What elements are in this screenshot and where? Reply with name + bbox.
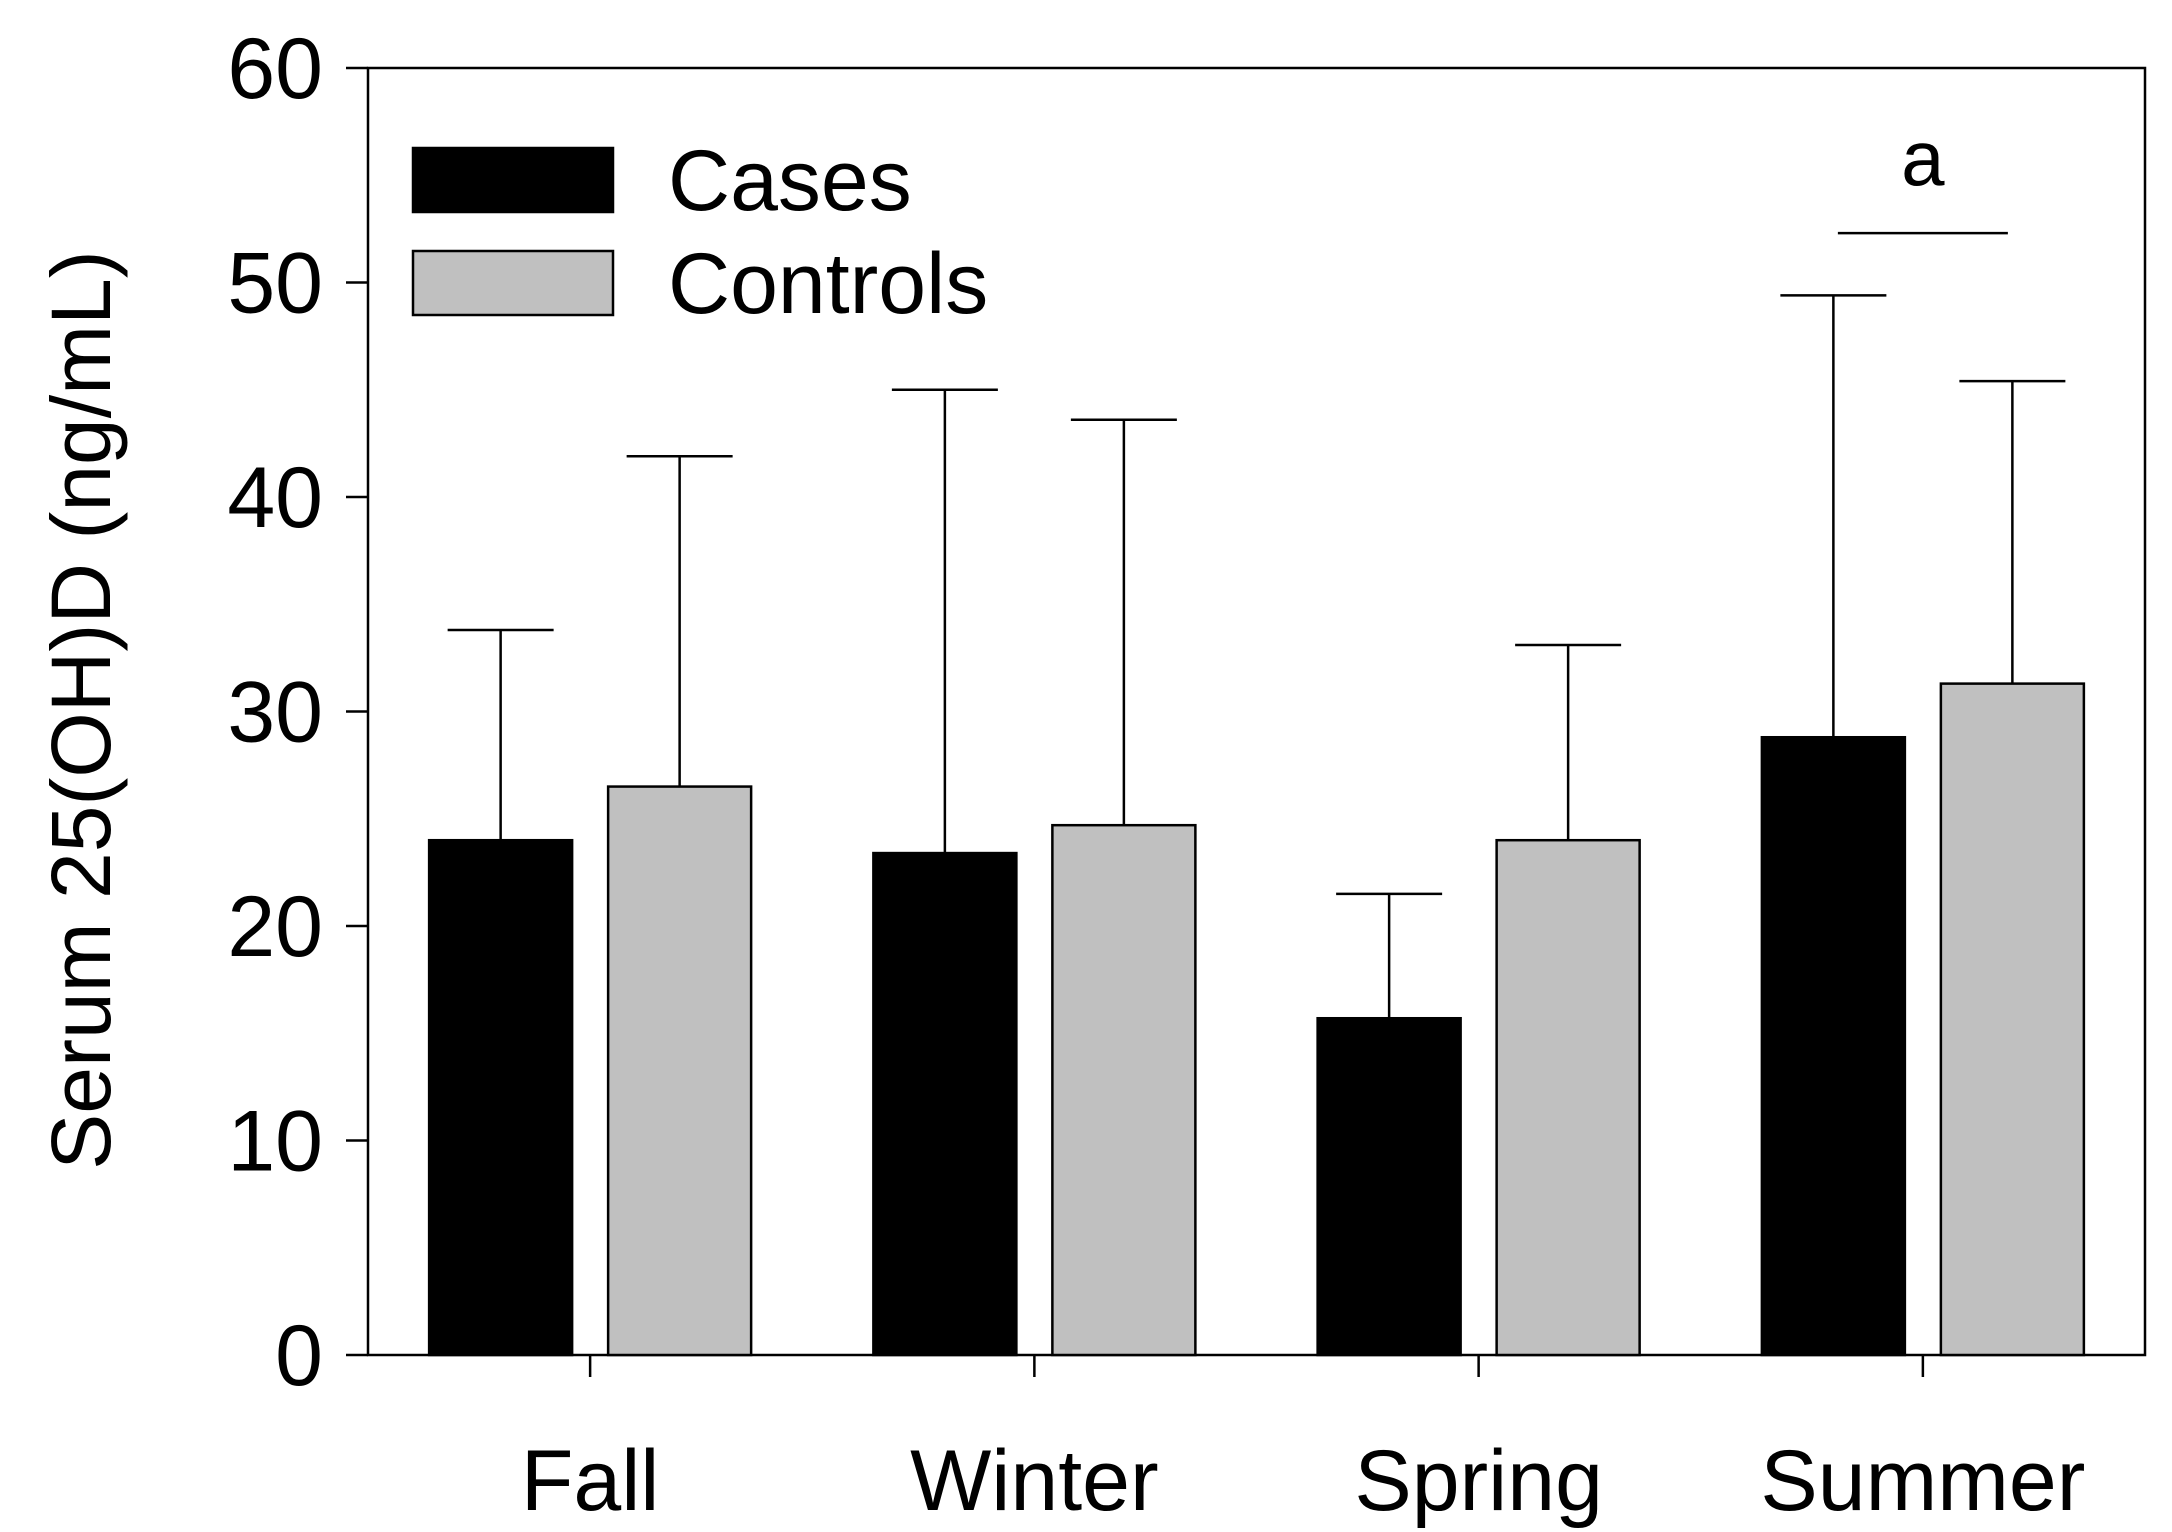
y-tick-label: 50	[227, 236, 323, 332]
bar-controls-summer	[1939, 682, 2086, 1357]
legend-swatch-controls	[411, 249, 615, 317]
y-tick-label: 60	[227, 21, 323, 117]
legend-label-cases: Cases	[668, 133, 912, 229]
bar-cases-spring	[1316, 1016, 1462, 1357]
y-tick-label: 40	[227, 450, 323, 546]
legend-label-controls: Controls	[668, 236, 988, 332]
errorbars-group	[447, 294, 2066, 1019]
bar-controls-winter	[1051, 823, 1197, 1357]
significance-label: a	[1901, 114, 1945, 202]
significance-annotation: a	[1837, 114, 2008, 235]
x-tick-label-summer: Summer	[1760, 1433, 2085, 1529]
y-axis-title: Serum 25(OH)D (ng/mL)	[34, 250, 128, 1170]
legend-swatch-cases	[411, 146, 615, 214]
y-tick-label: 0	[275, 1308, 323, 1404]
bar-cases-fall	[427, 838, 574, 1357]
x-tick-label-spring: Spring	[1354, 1433, 1603, 1529]
bar-controls-fall	[606, 785, 753, 1357]
y-tick-label: 10	[227, 1094, 323, 1190]
x-axis: Fall Winter Spring Summer	[521, 1355, 2085, 1529]
y-tick-label: 20	[227, 879, 323, 975]
bar-cases-summer	[1760, 735, 1907, 1357]
x-tick-label-fall: Fall	[521, 1433, 660, 1529]
bars-group	[427, 682, 2086, 1357]
bar-controls-spring	[1495, 838, 1641, 1357]
bar-cases-winter	[872, 851, 1018, 1357]
y-axis: 0 10 20 30 40 50 60	[227, 21, 368, 1404]
x-tick-label-winter: Winter	[910, 1433, 1158, 1529]
y-tick-label: 30	[227, 665, 323, 761]
